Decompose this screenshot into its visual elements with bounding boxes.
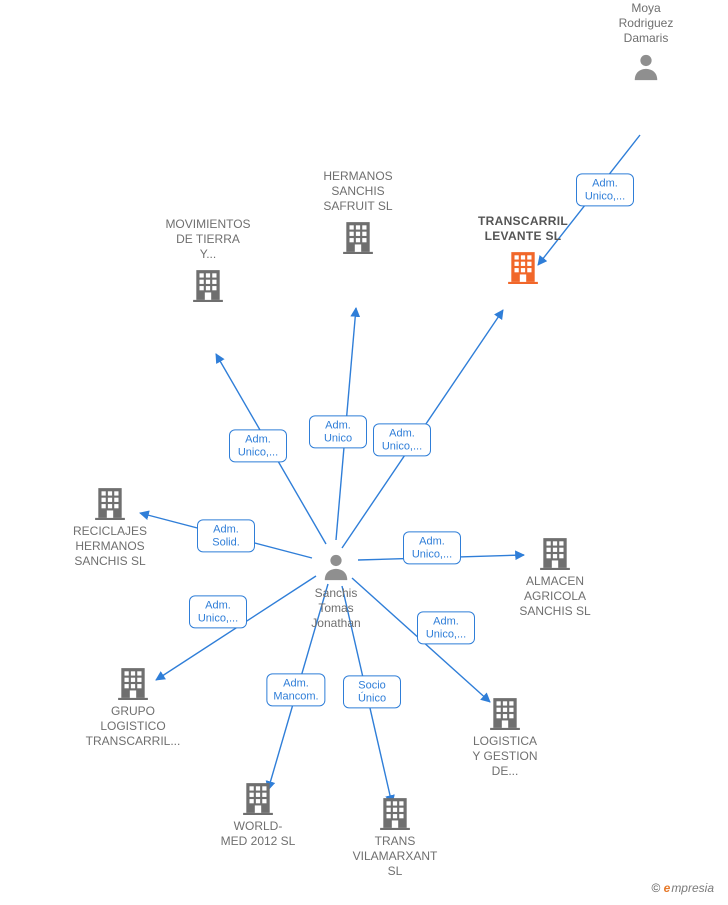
node-center[interactable]: SanchisTomasJonathan bbox=[276, 546, 396, 631]
brand-rest: mpresia bbox=[671, 881, 714, 895]
building-icon bbox=[378, 796, 412, 830]
building-icon bbox=[116, 666, 150, 700]
copyright-symbol: © bbox=[651, 881, 660, 895]
node-transcarril[interactable]: TRANSCARRILLEVANTE SL bbox=[463, 214, 583, 284]
edges-layer bbox=[0, 0, 728, 905]
node-label: GRUPOLOGISTICOTRANSCARRIL... bbox=[73, 704, 193, 749]
building-icon bbox=[241, 781, 275, 815]
brand-initial: e bbox=[664, 881, 671, 895]
node-label: SanchisTomasJonathan bbox=[276, 586, 396, 631]
node-movimientos[interactable]: MOVIMIENTOSDE TIERRAY... bbox=[148, 217, 268, 302]
edge-label: Adm. Unico bbox=[309, 415, 367, 448]
copyright: © empresia bbox=[651, 881, 714, 895]
building-icon bbox=[191, 268, 225, 302]
node-label: ALMACENAGRICOLASANCHIS SL bbox=[495, 574, 615, 619]
node-label: RECICLAJESHERMANOSSANCHIS SL bbox=[50, 524, 170, 569]
edge-label: Adm. Unico,... bbox=[189, 595, 247, 628]
node-label: WORLD-MED 2012 SL bbox=[198, 819, 318, 849]
node-label: MoyaRodriguezDamaris bbox=[586, 1, 706, 46]
person-icon bbox=[321, 552, 351, 582]
building-icon bbox=[506, 250, 540, 284]
diagram-canvas: SanchisTomasJonathan MoyaRodriguezDamaris… bbox=[0, 0, 728, 905]
edge-label: Adm. Mancom. bbox=[266, 673, 325, 706]
node-reciclajes[interactable]: RECICLAJESHERMANOSSANCHIS SL bbox=[50, 480, 170, 569]
edge-label: Adm. Unico,... bbox=[403, 531, 461, 564]
node-label: TRANSVILAMARXANTSL bbox=[335, 834, 455, 879]
building-icon bbox=[93, 486, 127, 520]
node-label: TRANSCARRILLEVANTE SL bbox=[463, 214, 583, 244]
edge-label: Adm. Unico,... bbox=[417, 611, 475, 644]
node-logistica[interactable]: LOGISTICAY GESTIONDE... bbox=[445, 690, 565, 779]
edge-label: Adm. Unico,... bbox=[373, 423, 431, 456]
person-icon bbox=[631, 52, 661, 82]
node-almacen[interactable]: ALMACENAGRICOLASANCHIS SL bbox=[495, 530, 615, 619]
building-icon bbox=[538, 536, 572, 570]
building-icon bbox=[341, 220, 375, 254]
edge-label: Socio Único bbox=[343, 675, 401, 708]
node-moya[interactable]: MoyaRodriguezDamaris bbox=[586, 1, 706, 82]
edge-label: Adm. Unico,... bbox=[229, 429, 287, 462]
node-label: LOGISTICAY GESTIONDE... bbox=[445, 734, 565, 779]
node-worldmed[interactable]: WORLD-MED 2012 SL bbox=[198, 775, 318, 849]
node-label: HERMANOSSANCHISSAFRUIT SL bbox=[298, 169, 418, 214]
building-icon bbox=[488, 696, 522, 730]
node-label: MOVIMIENTOSDE TIERRAY... bbox=[148, 217, 268, 262]
edge-label: Adm. Solid. bbox=[197, 519, 255, 552]
node-trans_vila[interactable]: TRANSVILAMARXANTSL bbox=[335, 790, 455, 879]
edge-label: Adm. Unico,... bbox=[576, 173, 634, 206]
node-grupo[interactable]: GRUPOLOGISTICOTRANSCARRIL... bbox=[73, 660, 193, 749]
node-hermanos[interactable]: HERMANOSSANCHISSAFRUIT SL bbox=[298, 169, 418, 254]
